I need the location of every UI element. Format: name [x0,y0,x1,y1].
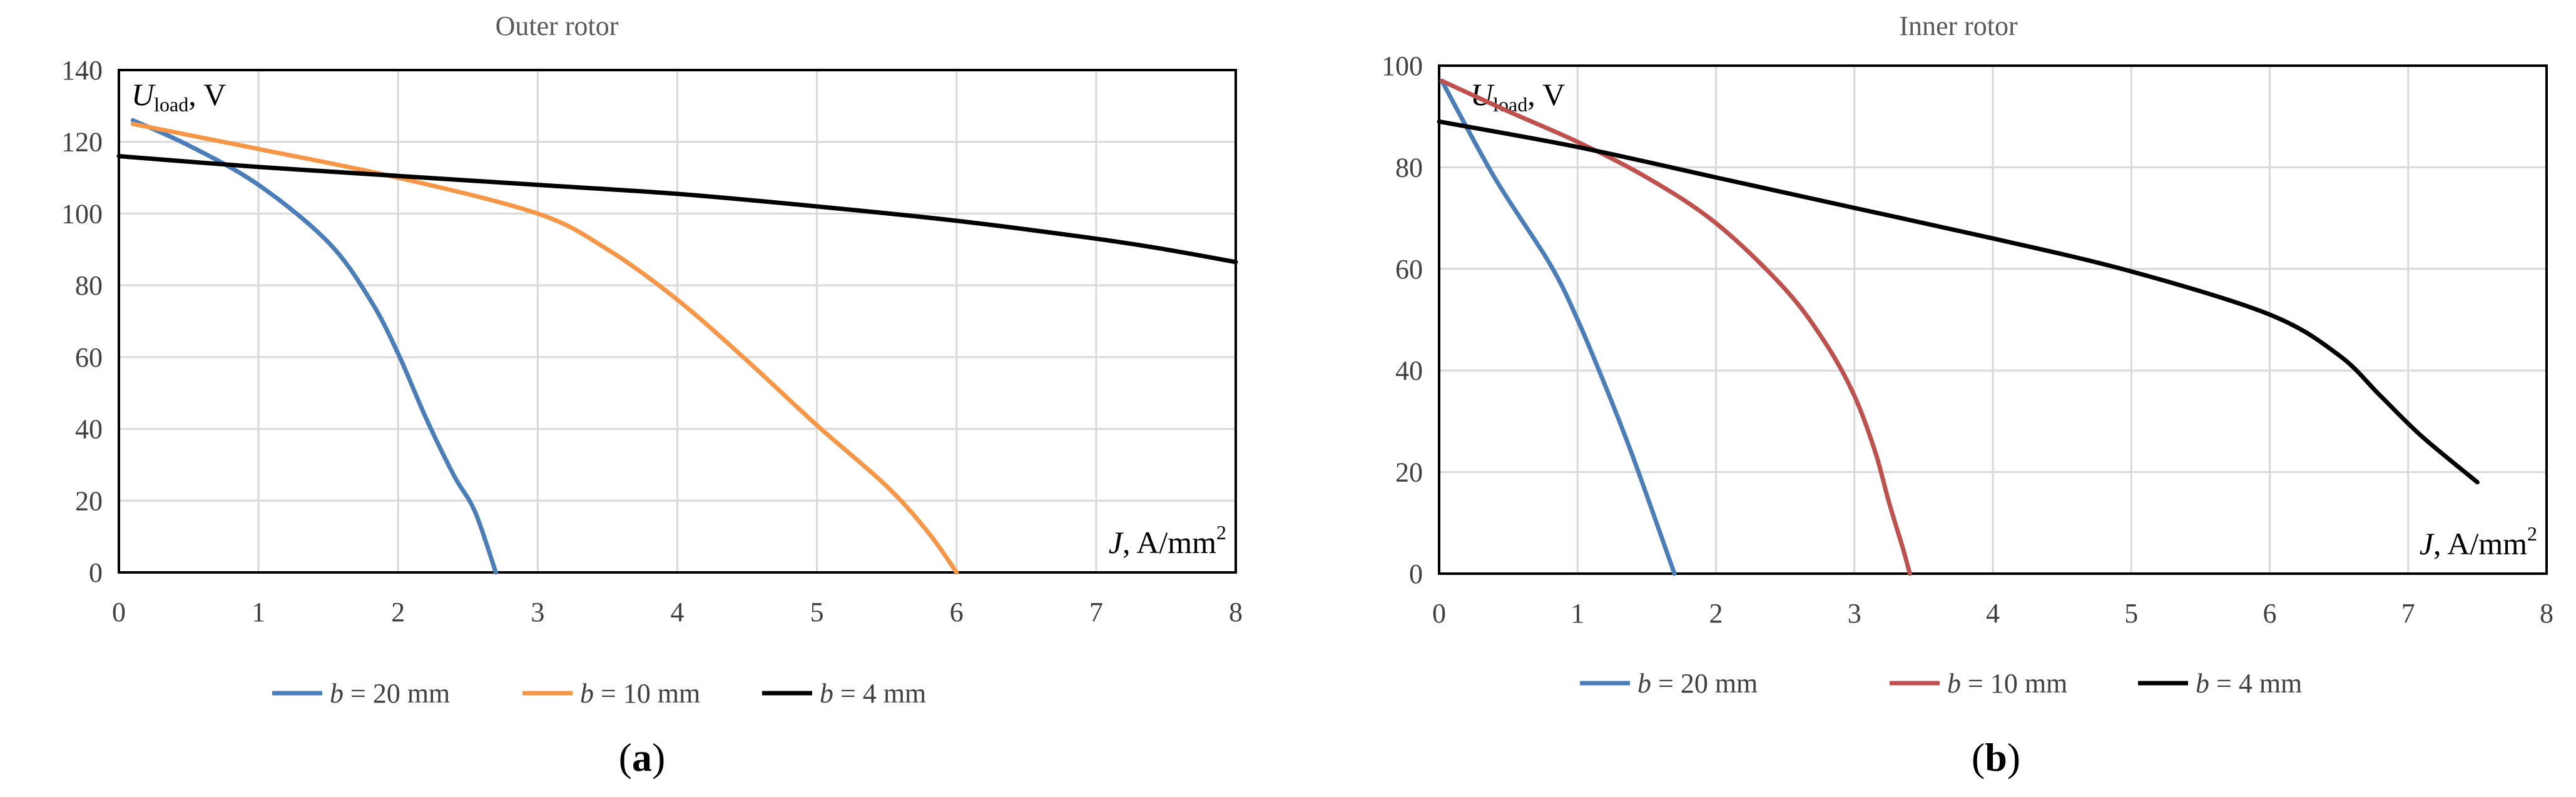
y-axis-label-sub: load [154,93,188,116]
y-tick-label: 80 [75,270,103,301]
y-tick-label: 100 [61,198,103,229]
y-axis-label: Uload, V [1470,77,1565,116]
x-axis-label-var: J [1109,525,1124,560]
y-tick-label: 20 [75,485,103,516]
legend-label-b20: b = 20 mm [330,678,450,709]
series-line-b10 [130,121,959,575]
y-tick-label: 140 [61,55,103,86]
legend-label-b10: b = 10 mm [580,678,700,709]
x-axis-label-sup: 2 [1216,521,1226,544]
y-tick-label: 100 [1382,51,1423,81]
x-tick-label: 7 [1089,597,1103,627]
chart-title: Outer rotor [496,11,619,41]
x-axis-label-sup: 2 [2527,522,2537,545]
series-line-b10 [1439,78,1912,576]
x-tick-label: 1 [252,597,265,627]
legend: b = 20 mm b = 10 mm b = 4 mm [1580,668,2302,699]
x-tick-label: 1 [1571,598,1584,629]
x-tick-label: 4 [1986,598,2000,629]
plot-area [118,69,1237,574]
x-axis-label: J, A/mm2 [2420,522,2537,561]
x-axis-label: J, A/mm2 [1109,521,1226,560]
series-line-b4 [1437,119,2480,485]
x-axis-label-unit: , A/mm [1123,525,1216,560]
y-tick-label: 120 [61,127,103,158]
x-tick-label: 2 [1709,598,1723,629]
y-tick-label: 0 [89,557,103,588]
chart-outer-rotor: Outer rotor 0 20 40 60 80 100 120 140 0 1 2 3 4 5 6 7 8… [61,11,1243,779]
y-tick-label: 40 [1395,355,1423,386]
chart-title: Inner rotor [1899,11,2018,41]
x-tick-label: 2 [391,597,405,627]
x-tick-label: 3 [531,597,544,627]
legend-label-b20: b = 20 mm [1637,668,1758,699]
x-axis-label-var: J [2420,526,2435,561]
plot-area [1438,64,2548,575]
legend-label-b10: b = 10 mm [1947,668,2067,699]
x-tick-label: 6 [950,597,964,627]
x-tick-label: 6 [2263,598,2277,629]
y-axis-label: Uload, V [131,77,226,116]
y-tick-label: 80 [1395,152,1423,183]
x-tick-label: 8 [1229,597,1243,627]
series-line-b4 [116,154,1238,265]
x-tick-label: 5 [810,597,824,627]
y-tick-label: 40 [75,414,103,445]
y-axis-label-unit: , V [1527,77,1565,112]
y-axis-label-var: U [131,77,156,112]
x-tick-label: 8 [2540,598,2553,629]
y-tick-label: 60 [75,342,103,373]
x-tick-label: 3 [1848,598,1861,629]
series-line-b20 [1439,78,1677,576]
y-tick-label: 20 [1395,457,1423,488]
x-tick-label: 7 [2401,598,2415,629]
x-tick-label: 5 [2124,598,2138,629]
y-tick-label: 60 [1395,254,1423,285]
panel-label-b: (b) [1972,735,2020,779]
legend: b = 20 mm b = 10 mm b = 4 mm [272,678,926,709]
y-axis-label-unit: , V [188,77,226,112]
legend-label-b4: b = 4 mm [2196,668,2302,699]
x-axis-label-unit: , A/mm [2433,526,2527,561]
panel-label-a: (a) [619,735,666,779]
x-tick-label: 4 [671,597,685,627]
chart-inner-rotor: Inner rotor 0 20 40 60 80 100 0 1 2 3 4 5 6 7 8 Uload… [1382,11,2553,779]
x-tick-label: 0 [1432,598,1446,629]
y-tick-label: 0 [1409,559,1423,589]
x-tick-label: 0 [112,597,126,627]
legend-label-b4: b = 4 mm [820,678,926,709]
